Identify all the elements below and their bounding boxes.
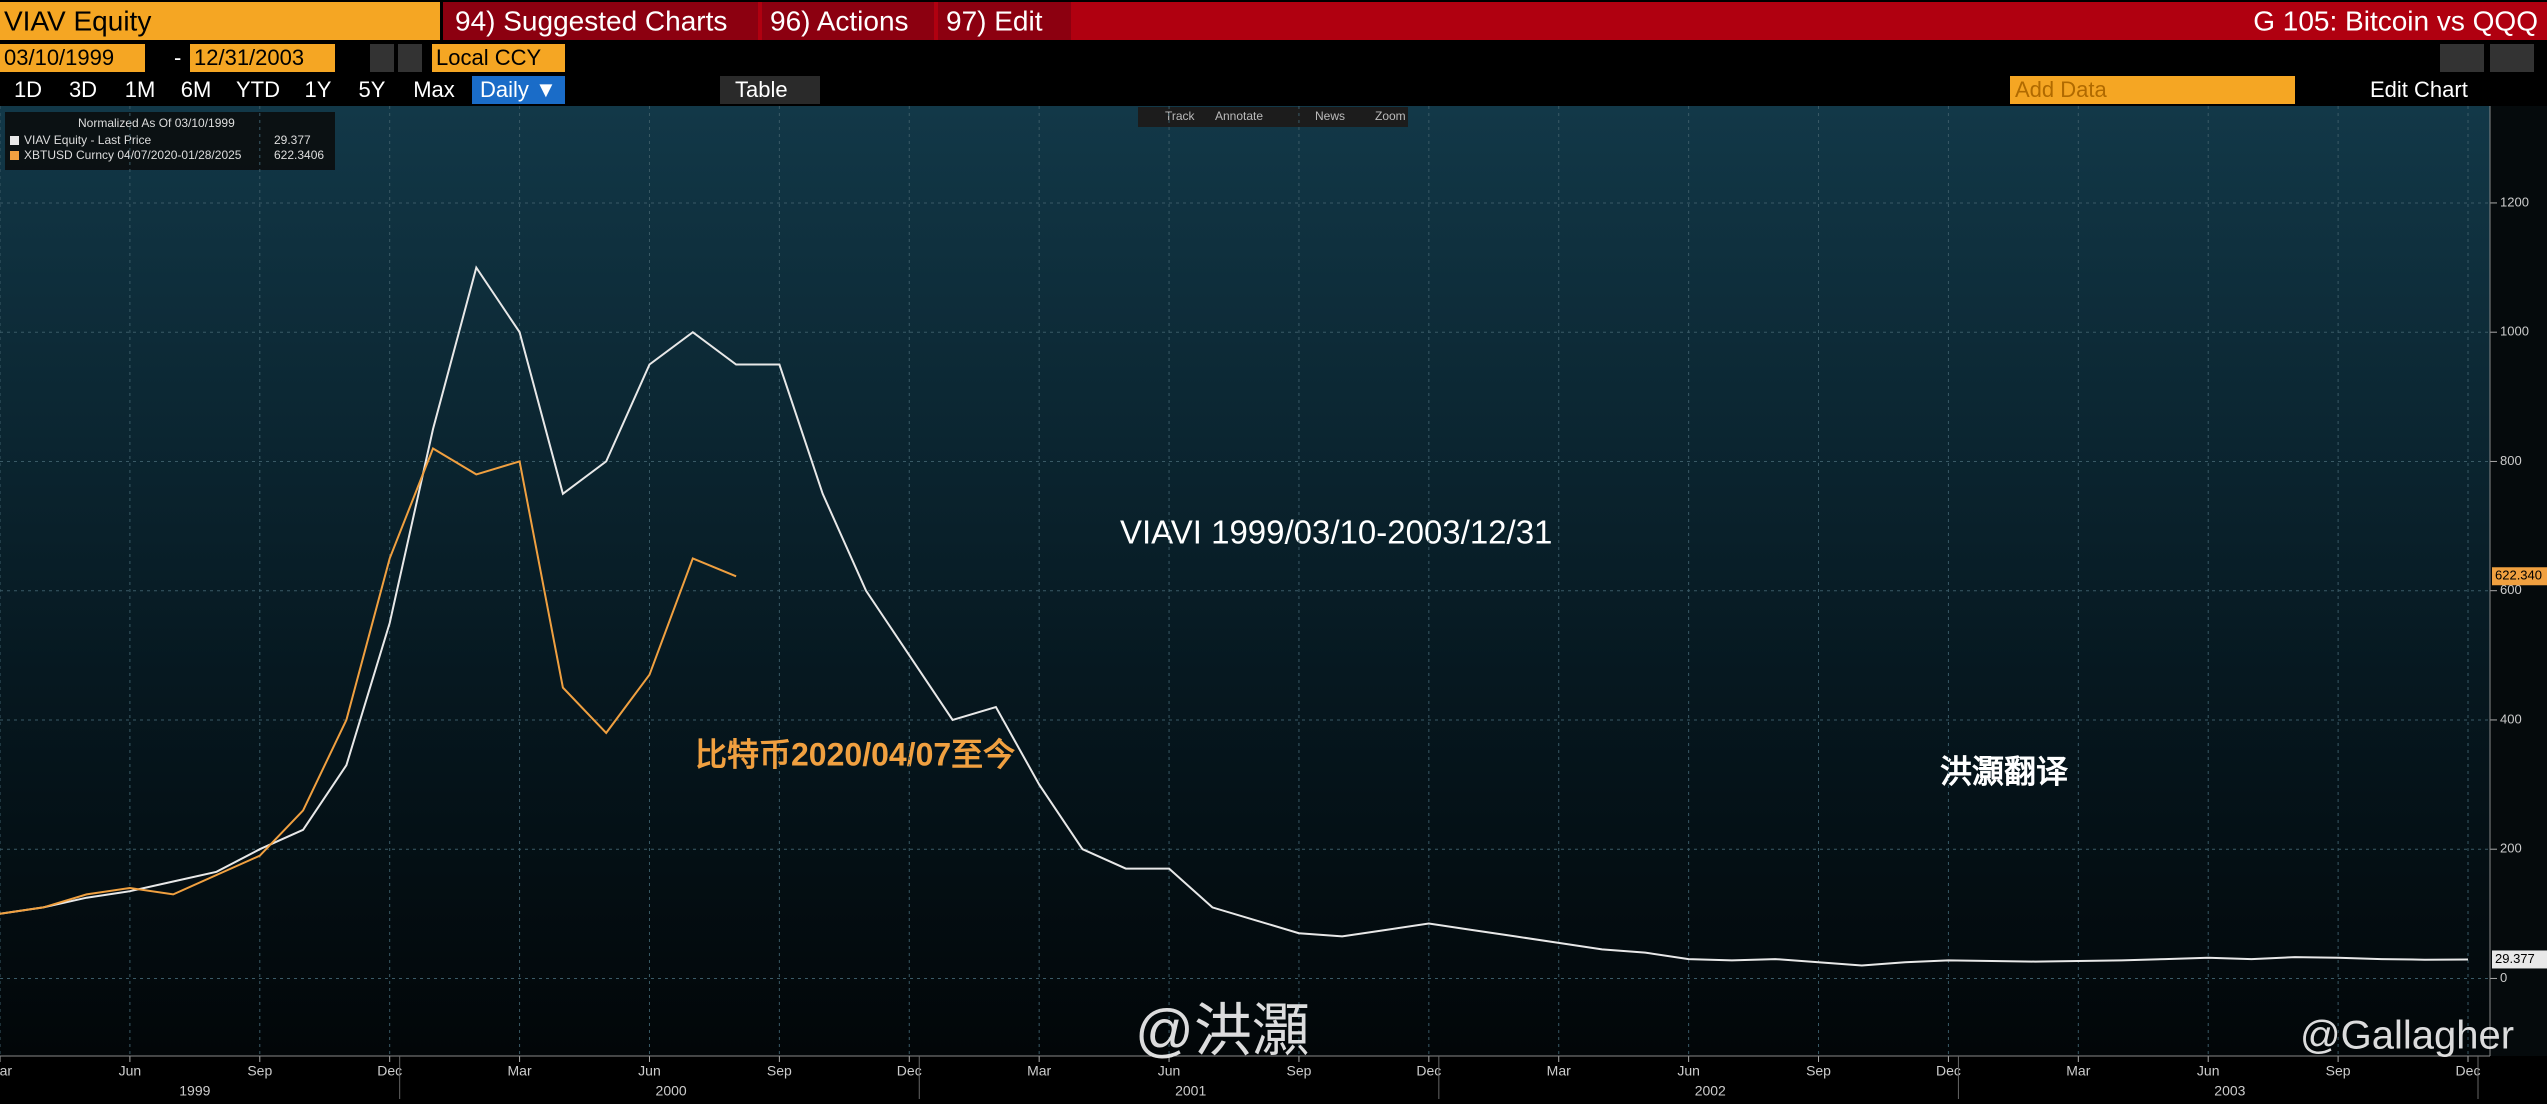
chart-tool[interactable]: Track [1165,109,1196,123]
next-button[interactable] [398,44,422,72]
y-tick-label: 0 [2500,970,2507,985]
chart-tool[interactable]: Zoom [1375,109,1406,123]
date-dash: - [174,45,181,70]
y-tick-label: 400 [2500,711,2522,726]
y-tick-label: 1000 [2500,324,2529,339]
watermark: @洪灝 [1135,998,1310,1063]
annotation: 比特币2020/04/07至今 [695,736,1015,772]
add-data[interactable]: Add Data [2015,77,2107,102]
table-button[interactable]: Table [735,77,788,102]
x-year-label: 2001 [1175,1083,1206,1099]
x-tick-label: Jun [1677,1063,1700,1079]
range-button[interactable]: 5Y [359,77,386,102]
x-tick-label: Dec [897,1063,922,1079]
plot-area [0,106,2490,1056]
chart-title: G 105: Bitcoin vs QQQ [2253,5,2538,36]
x-year-label: 2002 [1695,1083,1726,1099]
x-tick-label: Jun [638,1063,661,1079]
redo-button[interactable] [2490,44,2534,72]
x-tick-label: Sep [767,1063,792,1079]
last-value-label: 29.377 [2495,951,2535,966]
range-button[interactable]: 1D [14,77,42,102]
y-tick-label: 200 [2500,841,2522,856]
x-tick-label: Dec [377,1063,402,1079]
annotation: 洪灝翻译 [1940,753,2069,789]
legend-entry: XBTUSD Curncy 04/07/2020-01/28/2025 [24,148,242,162]
last-value-label: 622.340 [2495,568,2542,583]
range-button[interactable]: 6M [181,77,212,102]
chart-tool[interactable]: News [1315,109,1345,123]
x-tick-label: Sep [1806,1063,1831,1079]
x-tick-label: Jun [119,1063,142,1079]
x-year-label: 2000 [656,1083,687,1099]
legend-value: 622.3406 [274,148,324,162]
watermark: @Gallagher [2300,1014,2514,1058]
x-tick-label: Sep [1286,1063,1311,1079]
x-tick-label: Mar [1027,1063,1051,1079]
x-tick-label: Mar [0,1063,12,1079]
range-button[interactable]: YTD [236,77,280,102]
frequency[interactable]: Daily ▼ [480,77,557,102]
x-tick-label: Sep [247,1063,272,1079]
x-year-label: 2003 [2214,1083,2245,1099]
legend-title: Normalized As Of 03/10/1999 [78,116,235,130]
series-line [0,265,2469,967]
prev-button[interactable] [370,44,394,72]
x-tick-label: Dec [2456,1063,2481,1079]
currency[interactable]: Local CCY [436,45,541,70]
legend-entry: VIAV Equity - Last Price [24,133,151,147]
start-date[interactable]: 03/10/1999 [4,45,114,70]
menu[interactable]: 94) Suggested Charts [455,5,727,36]
x-tick-label: Mar [508,1063,532,1079]
legend-swatch [10,136,19,145]
x-year-label: 1999 [179,1083,210,1099]
x-tick-label: Mar [2066,1063,2090,1079]
ticker[interactable]: VIAV Equity [4,5,151,36]
y-tick-label: 1200 [2500,194,2529,209]
range-button[interactable]: Max [413,77,455,102]
annotation: VIAVI 1999/03/10-2003/12/31 [1120,514,1552,551]
menu[interactable]: 97) Edit [946,5,1043,36]
legend-value: 29.377 [274,133,311,147]
legend-swatch [10,151,19,160]
last-value-tag [2492,567,2547,586]
menu[interactable]: 96) Actions [770,5,909,36]
range-button[interactable]: 1Y [305,77,332,102]
undo-button[interactable] [2440,44,2484,72]
y-tick-label: 800 [2500,453,2522,468]
end-date[interactable]: 12/31/2003 [194,45,304,70]
edit-chart[interactable]: Edit Chart [2370,77,2468,102]
x-tick-label: Jun [2197,1063,2220,1079]
chart-tool[interactable]: Annotate [1215,109,1263,123]
x-tick-label: Mar [1547,1063,1571,1079]
x-tick-label: Sep [2326,1063,2351,1079]
range-button[interactable]: 1M [125,77,156,102]
x-tick-label: Jun [1158,1063,1181,1079]
x-tick-label: Dec [1936,1063,1961,1079]
y-tick-label: 600 [2500,582,2522,597]
range-button[interactable]: 3D [69,77,97,102]
last-value-tag [2492,950,2547,969]
x-tick-label: Dec [1416,1063,1441,1079]
series-line [0,447,737,915]
